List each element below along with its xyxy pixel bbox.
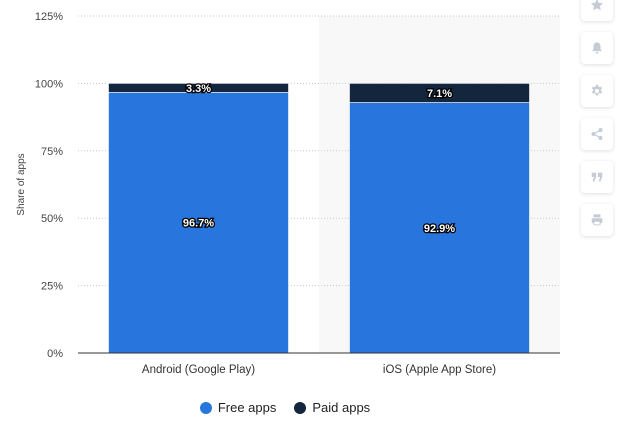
legend-item-free-apps[interactable]: Free apps xyxy=(199,400,277,415)
y-axis-label: Share of apps xyxy=(16,153,27,215)
legend: Free apps Paid apps xyxy=(0,400,570,415)
print-button[interactable] xyxy=(581,204,613,236)
legend-item-paid-apps[interactable]: Paid apps xyxy=(294,400,370,415)
bar-free-apps-0 xyxy=(108,91,289,354)
x-tick-label: iOS (Apple App Store) xyxy=(383,364,496,376)
print-icon xyxy=(591,214,603,226)
chart: 0% 25% 50% 75% 100% 125% Share of apps 96.7% 3.3… xyxy=(16,11,560,376)
x-tick-label: Android (Google Play) xyxy=(142,364,255,376)
favorite-button[interactable] xyxy=(581,0,613,21)
bell-icon xyxy=(592,42,602,54)
share-icon xyxy=(591,128,603,140)
legend-label-paid-apps: Paid apps xyxy=(312,400,371,415)
notification-button[interactable] xyxy=(581,32,613,64)
cite-button[interactable] xyxy=(581,161,613,193)
y-tick-label: 125% xyxy=(35,11,63,23)
y-tick-label: 25% xyxy=(41,281,63,293)
quote-icon xyxy=(591,172,603,182)
data-label: 92.9% xyxy=(424,223,455,235)
y-tick-label: 75% xyxy=(41,146,63,158)
gear-icon xyxy=(591,84,603,96)
legend-marker-free-apps xyxy=(199,401,212,414)
legend-marker-paid-apps xyxy=(294,401,307,414)
data-label: 7.1% xyxy=(427,88,452,100)
y-tick-label: 50% xyxy=(41,213,63,225)
star-icon xyxy=(590,0,604,11)
settings-button[interactable] xyxy=(581,75,613,107)
legend-label-free-apps: Free apps xyxy=(217,400,277,415)
data-label: 96.7% xyxy=(183,218,214,230)
bar-paid-apps-1 xyxy=(349,83,530,103)
data-label: 3.3% xyxy=(186,83,211,95)
share-button[interactable] xyxy=(581,118,613,150)
y-tick-label: 100% xyxy=(35,78,63,90)
bar-paid-apps-0 xyxy=(108,83,289,93)
y-tick-label: 0% xyxy=(47,348,63,360)
bar-free-apps-1 xyxy=(349,102,530,354)
